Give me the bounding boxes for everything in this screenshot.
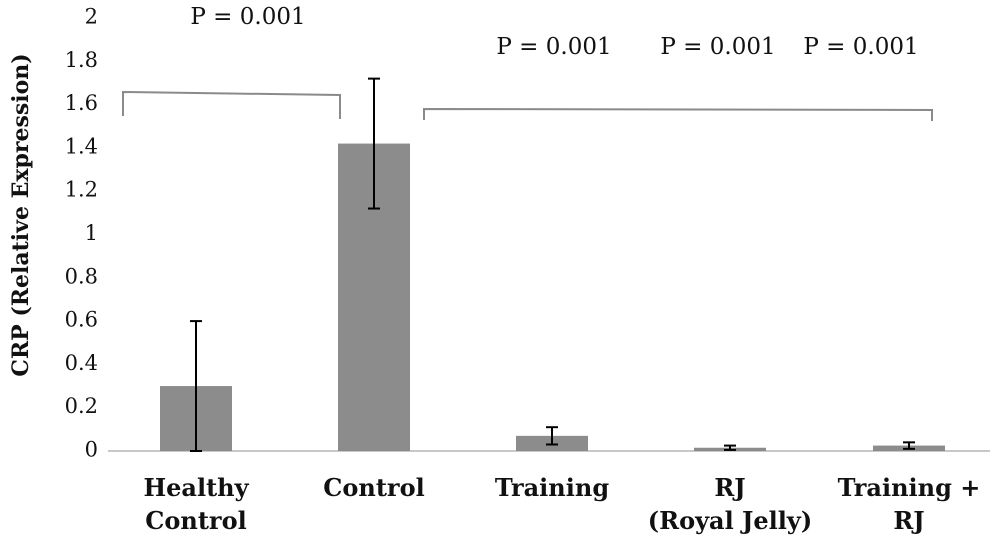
x-category-label: Training +	[838, 473, 981, 502]
y-tick-label: 0.4	[65, 351, 98, 375]
significance-bracket	[423, 107, 933, 121]
error-bar	[368, 77, 380, 210]
y-tick-label: 0.2	[65, 394, 98, 418]
y-axis-label: CRP (Relative Expression)	[8, 53, 34, 376]
y-tick-label: 0.6	[65, 308, 98, 332]
p-value-annotation: P = 0.001	[803, 34, 918, 60]
y-tick-label: 0.8	[65, 264, 98, 288]
x-category-label: RJ	[893, 506, 924, 535]
x-category-label: Control	[323, 473, 424, 502]
y-tick-label: 1.8	[65, 48, 98, 72]
p-value-annotation: P = 0.001	[660, 34, 775, 60]
significance-bracket	[122, 90, 341, 119]
p-value-annotation: P = 0.001	[496, 34, 611, 60]
y-tick-label: 1.6	[65, 91, 98, 115]
y-tick-label: 2	[85, 5, 98, 29]
x-category-label: Control	[145, 506, 246, 535]
error-bar	[190, 320, 202, 452]
error-bar	[724, 444, 736, 451]
error-bar	[546, 426, 558, 446]
y-tick-label: 1.2	[65, 178, 98, 202]
y-tick-label: 1	[85, 221, 98, 245]
x-category-label: (Royal Jelly)	[648, 506, 812, 535]
x-category-label: Training	[495, 473, 609, 502]
error-bar	[903, 441, 915, 450]
x-category-label: Healthy	[143, 473, 249, 502]
x-category-label: RJ	[714, 473, 745, 502]
p-value-annotation: P = 0.001	[190, 4, 305, 30]
y-tick-label: 1.4	[65, 134, 98, 158]
y-tick-label: 0	[85, 438, 98, 462]
